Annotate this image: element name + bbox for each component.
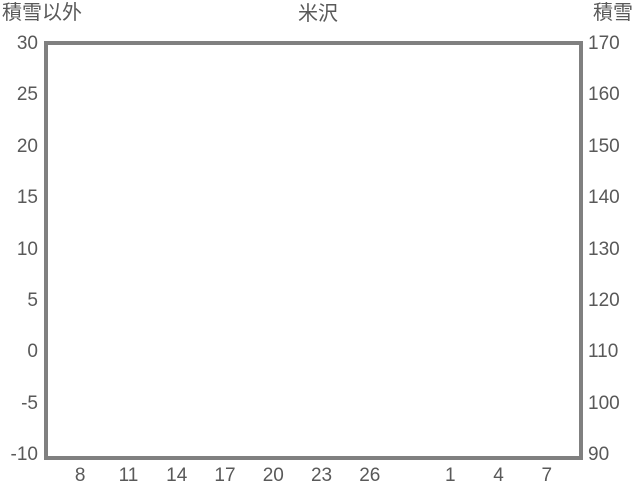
y2-tick-label: 90 (588, 444, 610, 465)
left-axis-title: 積雪以外 (2, 2, 82, 24)
x-tick-label: 14 (166, 465, 188, 486)
y-tick-label: 5 (27, 289, 38, 311)
y2-tick-label: 130 (588, 238, 620, 260)
plot-area (44, 41, 583, 460)
x-tick-label: 23 (310, 465, 333, 486)
y-tick-label: -5 (21, 392, 38, 414)
x-tick-label: 17 (214, 465, 236, 486)
y2-tick-label: 100 (588, 392, 620, 414)
x-tick-label: 20 (262, 465, 284, 486)
y-tick-label: 25 (16, 84, 38, 106)
y2-tick-label: 160 (588, 84, 620, 106)
y-tick-label: 0 (27, 341, 38, 363)
y-tick-label: 20 (16, 135, 38, 157)
plot-border (44, 41, 583, 460)
y-tick-label: 30 (16, 33, 38, 54)
x-tick-label: 8 (74, 465, 86, 486)
y2-tick-label: 150 (588, 135, 620, 157)
y-tick-label: -10 (10, 444, 38, 465)
x-tick-label: 4 (493, 465, 504, 486)
y2-tick-label: 170 (588, 33, 620, 54)
y2-tick-label: 120 (588, 289, 620, 311)
y-tick-label: 10 (16, 238, 38, 260)
x-tick-label: 11 (118, 465, 139, 486)
right-axis-title: 積雪 (593, 2, 633, 24)
x-tick-label: 1 (444, 465, 456, 486)
page-title: 米沢 (298, 3, 338, 25)
y-tick-label: 15 (16, 187, 38, 209)
y2-tick-label: 110 (588, 341, 619, 363)
x-tick-label: 7 (541, 465, 553, 486)
x-tick-label: 26 (359, 465, 381, 486)
y2-tick-label: 140 (588, 187, 620, 209)
